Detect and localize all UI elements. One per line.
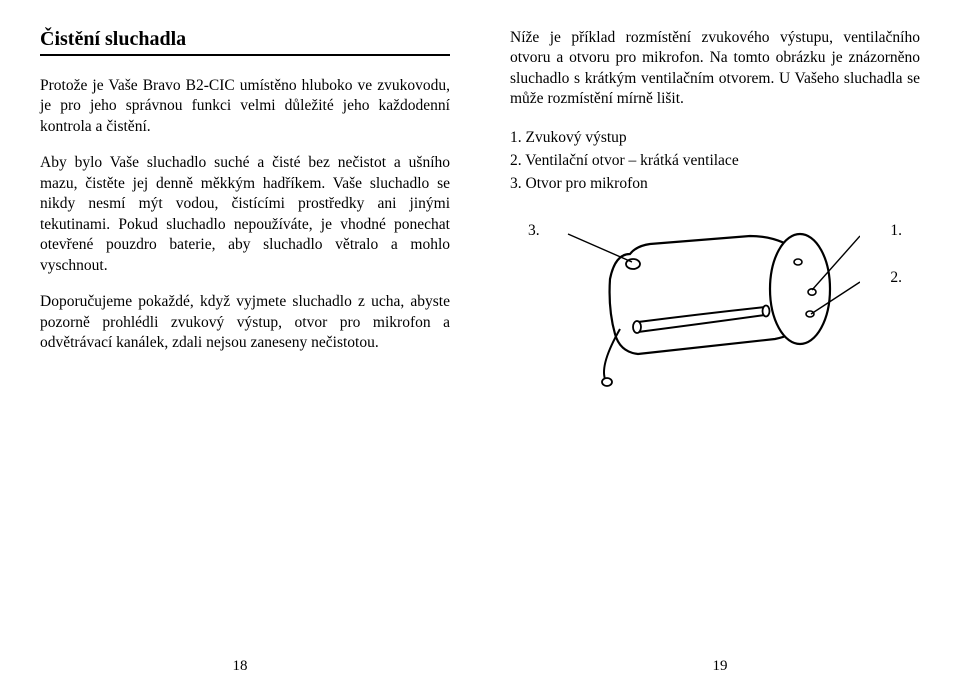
page-spread: Čistění sluchadla Protože je Vaše Bravo … <box>0 0 960 687</box>
page-right: Níže je příklad rozmístění zvukového výs… <box>480 0 960 687</box>
callout-label-3: 3. <box>528 222 540 240</box>
paragraph: Aby bylo Vaše sluchadlo suché a čisté be… <box>40 153 450 276</box>
callout-label-2: 2. <box>890 269 902 287</box>
list-item: 1. Zvukový výstup <box>510 126 920 149</box>
paragraph: Níže je příklad rozmístění zvukového výs… <box>510 28 920 110</box>
hearing-aid-svg <box>560 214 860 394</box>
page-number-left: 18 <box>233 658 248 675</box>
paragraph: Protože je Vaše Bravo B2-CIC umístěno hl… <box>40 76 450 137</box>
paragraph: Doporučujeme pokaždé, když vyjmete sluch… <box>40 292 450 353</box>
page-heading: Čistění sluchadla <box>40 28 450 56</box>
body-left: Protože je Vaše Bravo B2-CIC umístěno hl… <box>40 76 450 369</box>
page-number-right: 19 <box>713 658 728 675</box>
hearing-aid-diagram: 3. 1. 2. <box>510 214 920 414</box>
body-right: Níže je příklad rozmístění zvukového výs… <box>510 28 920 196</box>
callout-label-1: 1. <box>890 222 902 240</box>
page-left: Čistění sluchadla Protože je Vaše Bravo … <box>0 0 480 687</box>
list-item: 3. Otvor pro mikrofon <box>510 172 920 195</box>
list-item: 2. Ventilační otvor – krátká ventilace <box>510 149 920 172</box>
